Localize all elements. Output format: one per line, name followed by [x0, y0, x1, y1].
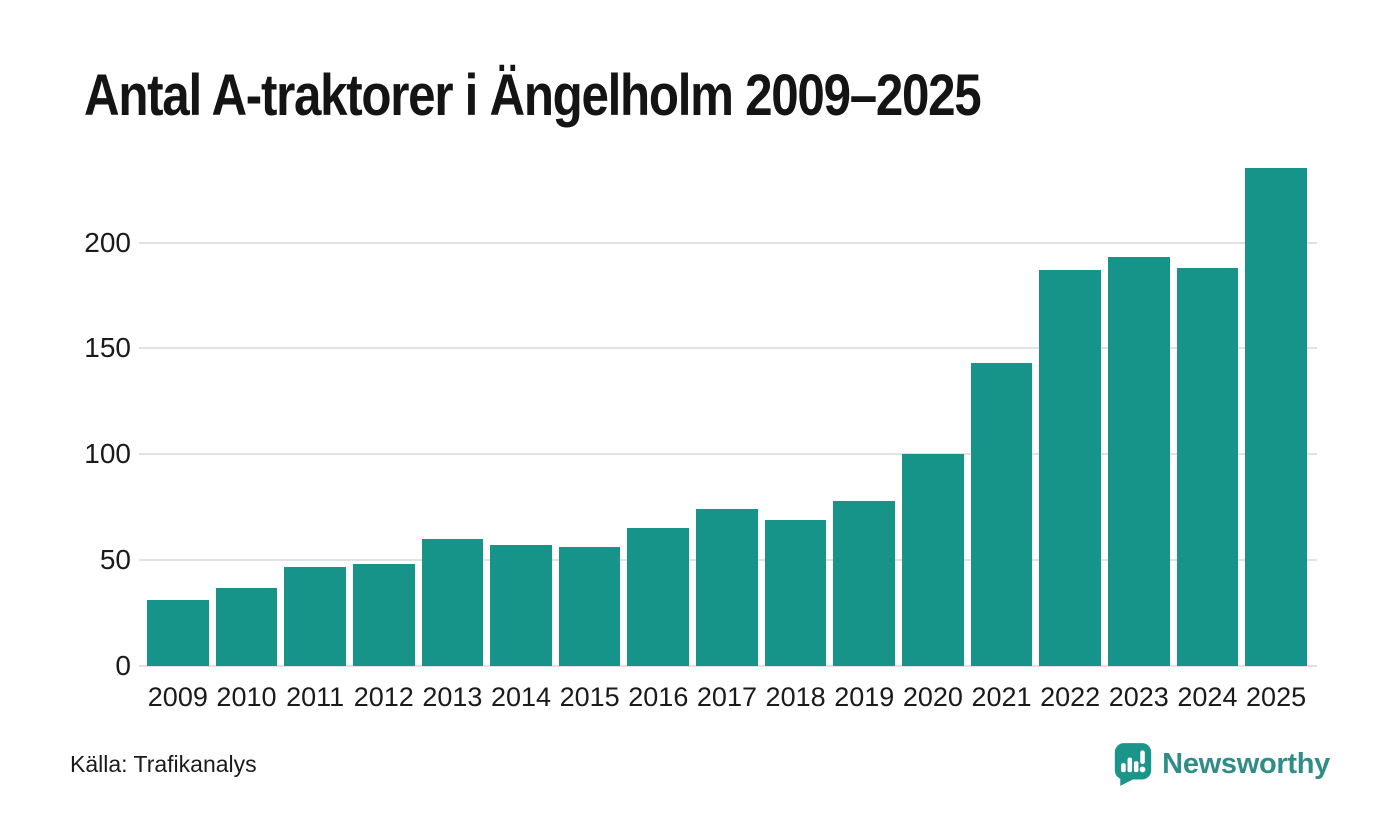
footer: Källa: Trafikanalys Newsworthy	[70, 738, 1330, 790]
newsworthy-logo-text: Newsworthy	[1162, 747, 1330, 780]
bar-2021	[970, 363, 1033, 666]
x-tick-label-2019: 2019	[834, 682, 895, 712]
gridline-100	[139, 453, 1317, 456]
bar-2017	[696, 509, 758, 666]
bar-2023	[1107, 257, 1170, 666]
bar-2025	[1245, 168, 1307, 666]
bar-2010	[215, 587, 278, 666]
y-tick-label-100: 100	[84, 438, 131, 470]
bar-2014	[490, 545, 552, 666]
x-tick-label-2022: 2022	[1040, 682, 1101, 712]
bar-2015	[558, 547, 621, 666]
x-tick-label-2017: 2017	[696, 682, 757, 712]
bar-2018	[764, 519, 827, 666]
x-tick-label-2024: 2024	[1177, 682, 1238, 712]
x-tick-label-2011: 2011	[286, 682, 345, 712]
bar-2011	[284, 566, 346, 666]
x-tick-label-2023: 2023	[1108, 682, 1169, 712]
bar-2019	[833, 500, 896, 666]
x-tick-label-2009: 2009	[147, 682, 208, 712]
y-tick-label-150: 150	[84, 332, 131, 364]
y-tick-label-0: 0	[115, 650, 131, 681]
x-tick-label-2010: 2010	[216, 682, 277, 712]
newsworthy-logo: Newsworthy	[1113, 741, 1330, 787]
x-axis-labels: 2009 2010 2011 2012 2013 2014 2015 2016 2017 2018…	[147, 682, 1307, 713]
y-tick-label-50: 50	[99, 544, 131, 576]
x-tick-label-2018: 2018	[765, 682, 826, 712]
x-tick-label-2013: 2013	[422, 682, 483, 712]
x-tick-label-2014: 2014	[490, 682, 552, 712]
bar-2009	[147, 600, 209, 666]
bar-2022	[1039, 270, 1101, 666]
plot-area: 0 50 100 150 200 2009 2010 2011 2012 2013 2014 201…	[84, 160, 1317, 712]
bar-2024	[1176, 267, 1239, 666]
newsworthy-bubble-chart-icon	[1114, 743, 1152, 786]
gridline-150	[139, 347, 1317, 350]
gridline-0	[139, 665, 1317, 667]
x-tick-label-2021: 2021	[971, 682, 1032, 712]
chart-title: Antal A-traktorer i Ängelholm 2009–2025	[84, 63, 982, 128]
y-tick-label-200: 200	[84, 226, 131, 258]
x-tick-label-2012: 2012	[353, 682, 414, 712]
x-tick-label-2015: 2015	[559, 682, 620, 712]
bar-2020	[902, 454, 964, 666]
source-caption: Källa: Trafikanalys	[70, 750, 257, 777]
gridline-200	[139, 241, 1317, 244]
bar-2013	[421, 538, 484, 666]
x-tick-label-2020: 2020	[902, 682, 963, 712]
bar-2012	[352, 564, 415, 666]
x-tick-label-2025: 2025	[1246, 682, 1307, 712]
bar-2016	[627, 528, 690, 666]
x-tick-label-2016: 2016	[628, 682, 689, 712]
bar-series	[147, 160, 1307, 666]
